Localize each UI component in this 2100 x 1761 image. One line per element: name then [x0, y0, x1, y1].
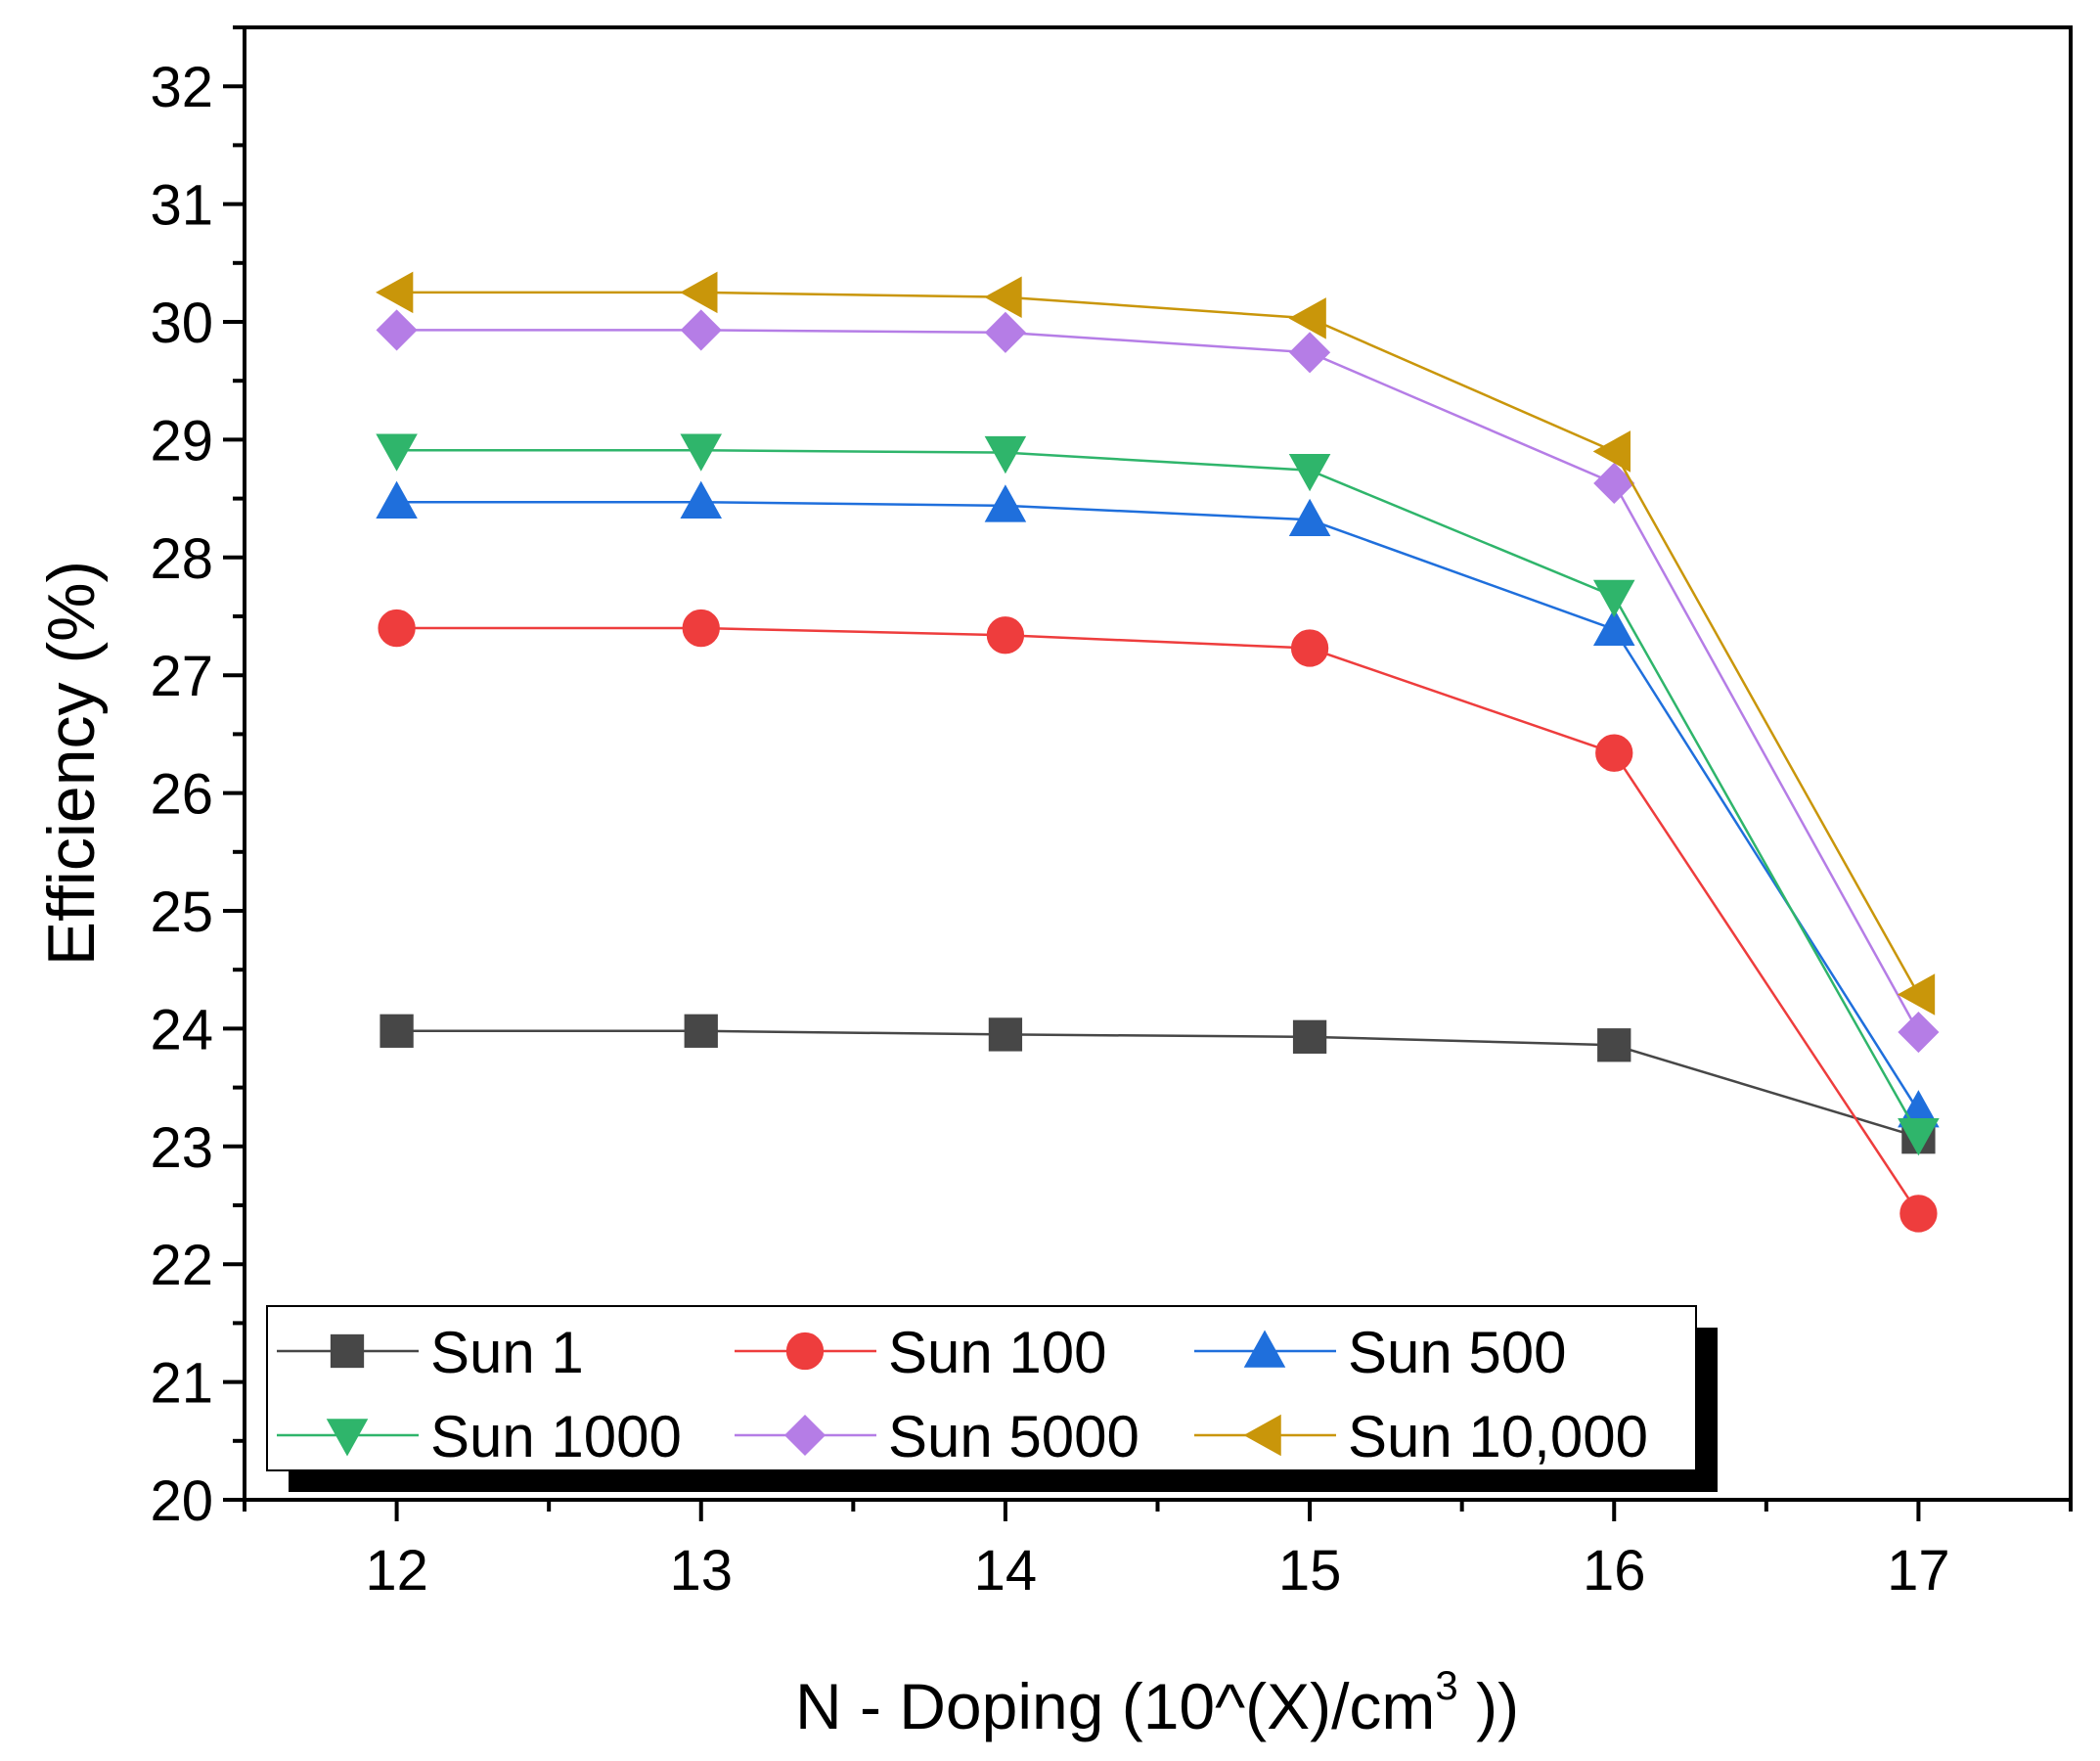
- data-point: [1592, 608, 1635, 646]
- x-tick-label: 15: [1278, 1539, 1342, 1603]
- series-line: [396, 1029, 1919, 1139]
- legend-marker: [785, 1332, 825, 1371]
- legend-item: Sun 100: [735, 1320, 1107, 1385]
- y-tick-label: 23: [150, 1116, 213, 1180]
- data-point: [1288, 297, 1326, 339]
- data-point: [1288, 453, 1331, 492]
- data-point: [1592, 579, 1635, 618]
- legend-label: Sun 5000: [888, 1404, 1139, 1469]
- data-point: [984, 484, 1027, 522]
- legend-item: Sun 10,000: [1194, 1404, 1648, 1469]
- data-point: [1292, 1019, 1327, 1054]
- data-point: [680, 271, 718, 314]
- data-point: [680, 433, 723, 472]
- x-axis-label: N - Doping (10^(X)/cm3 )): [795, 1662, 1519, 1742]
- y-tick-label: 30: [150, 292, 213, 355]
- data-point: [984, 311, 1026, 353]
- plot-frame: [243, 25, 2073, 1502]
- x-axis-label-suffix: )): [1458, 1670, 1519, 1742]
- x-tick-label: 12: [365, 1539, 428, 1603]
- series-line: [396, 329, 1920, 1033]
- data-point: [380, 1014, 414, 1048]
- legend-label: Sun 1000: [430, 1404, 682, 1469]
- legend-label: Sun 1: [430, 1320, 584, 1385]
- data-point: [1899, 1195, 1938, 1233]
- legend-label: Sun 100: [888, 1320, 1107, 1385]
- series-sun-1: [380, 1014, 1936, 1154]
- x-tick-label: 14: [974, 1539, 1038, 1603]
- x-tick-label: 17: [1887, 1539, 1950, 1603]
- y-tick-label: 29: [150, 409, 213, 473]
- data-point: [984, 435, 1027, 474]
- x-axis-label-main: N - Doping (10^(X)/cm: [795, 1670, 1435, 1742]
- series-sun-1000: [376, 433, 1940, 1156]
- legend-label: Sun 10,000: [1348, 1404, 1648, 1469]
- series-line: [396, 626, 1920, 1215]
- y-tick-label: 32: [150, 56, 213, 119]
- series-line: [396, 448, 1920, 1136]
- x-tick-label: 13: [669, 1539, 733, 1603]
- y-tick-label: 31: [150, 174, 213, 238]
- legend-item: Sun 1000: [277, 1404, 682, 1469]
- series-line: [396, 500, 1920, 1112]
- y-tick-label: 22: [150, 1234, 213, 1297]
- legend-marker: [1243, 1414, 1281, 1457]
- y-tick-label: 27: [150, 645, 213, 708]
- legend-marker: [330, 1333, 365, 1369]
- data-point: [1592, 430, 1631, 473]
- data-point: [1898, 1118, 1940, 1156]
- data-point: [1288, 498, 1331, 537]
- data-point: [376, 309, 418, 351]
- series-sun-5000: [376, 309, 1940, 1054]
- data-point: [984, 276, 1022, 318]
- x-tick-label: 16: [1583, 1539, 1646, 1603]
- data-point: [680, 309, 722, 351]
- legend-marker: [326, 1419, 369, 1457]
- y-tick-label: 20: [150, 1469, 213, 1533]
- legend-marker: [783, 1414, 827, 1457]
- y-axis-label: Efficiency (%): [34, 561, 109, 966]
- legend-item: Sun 5000: [735, 1404, 1139, 1469]
- legend-item: Sun 1: [277, 1320, 584, 1385]
- y-tick-label: 25: [150, 880, 213, 944]
- legend: Sun 1 Sun 100 Sun 500 Sun 1000 Sun 5000 Sun 1…: [266, 1305, 1718, 1492]
- data-point: [1595, 734, 1633, 772]
- legend-box: [266, 1305, 1697, 1471]
- data-point: [986, 616, 1025, 655]
- data-point: [378, 609, 416, 648]
- data-point: [1897, 973, 1936, 1016]
- data-point: [1898, 1011, 1940, 1054]
- data-point: [1289, 332, 1331, 374]
- data-point: [376, 433, 418, 472]
- data-point: [1597, 1028, 1631, 1062]
- series-line: [396, 291, 1920, 996]
- series-sun-100: [378, 609, 1938, 1233]
- data-point: [1290, 629, 1329, 667]
- legend-item: Sun 500: [1194, 1320, 1567, 1385]
- y-tick-label: 26: [150, 763, 213, 827]
- y-tick-label: 24: [150, 998, 213, 1061]
- data-point: [376, 480, 418, 519]
- series-sun-10-000: [376, 271, 1936, 1016]
- legend-marker: [1243, 1330, 1286, 1368]
- data-point: [680, 480, 723, 519]
- y-tick-label: 21: [150, 1352, 213, 1416]
- data-point: [988, 1017, 1023, 1052]
- legend-label: Sun 500: [1348, 1320, 1567, 1385]
- data-point: [684, 1014, 718, 1048]
- axis-ticks: 20 21 22 23 24 25 26 27 28 29 30 31 32 12 13 14 15 16 17: [150, 25, 2073, 1603]
- data-point: [376, 271, 414, 314]
- series-layer: [376, 271, 1940, 1233]
- data-point: [682, 609, 720, 648]
- y-tick-label: 28: [150, 527, 213, 591]
- x-axis-label-superscript: 3: [1435, 1662, 1457, 1708]
